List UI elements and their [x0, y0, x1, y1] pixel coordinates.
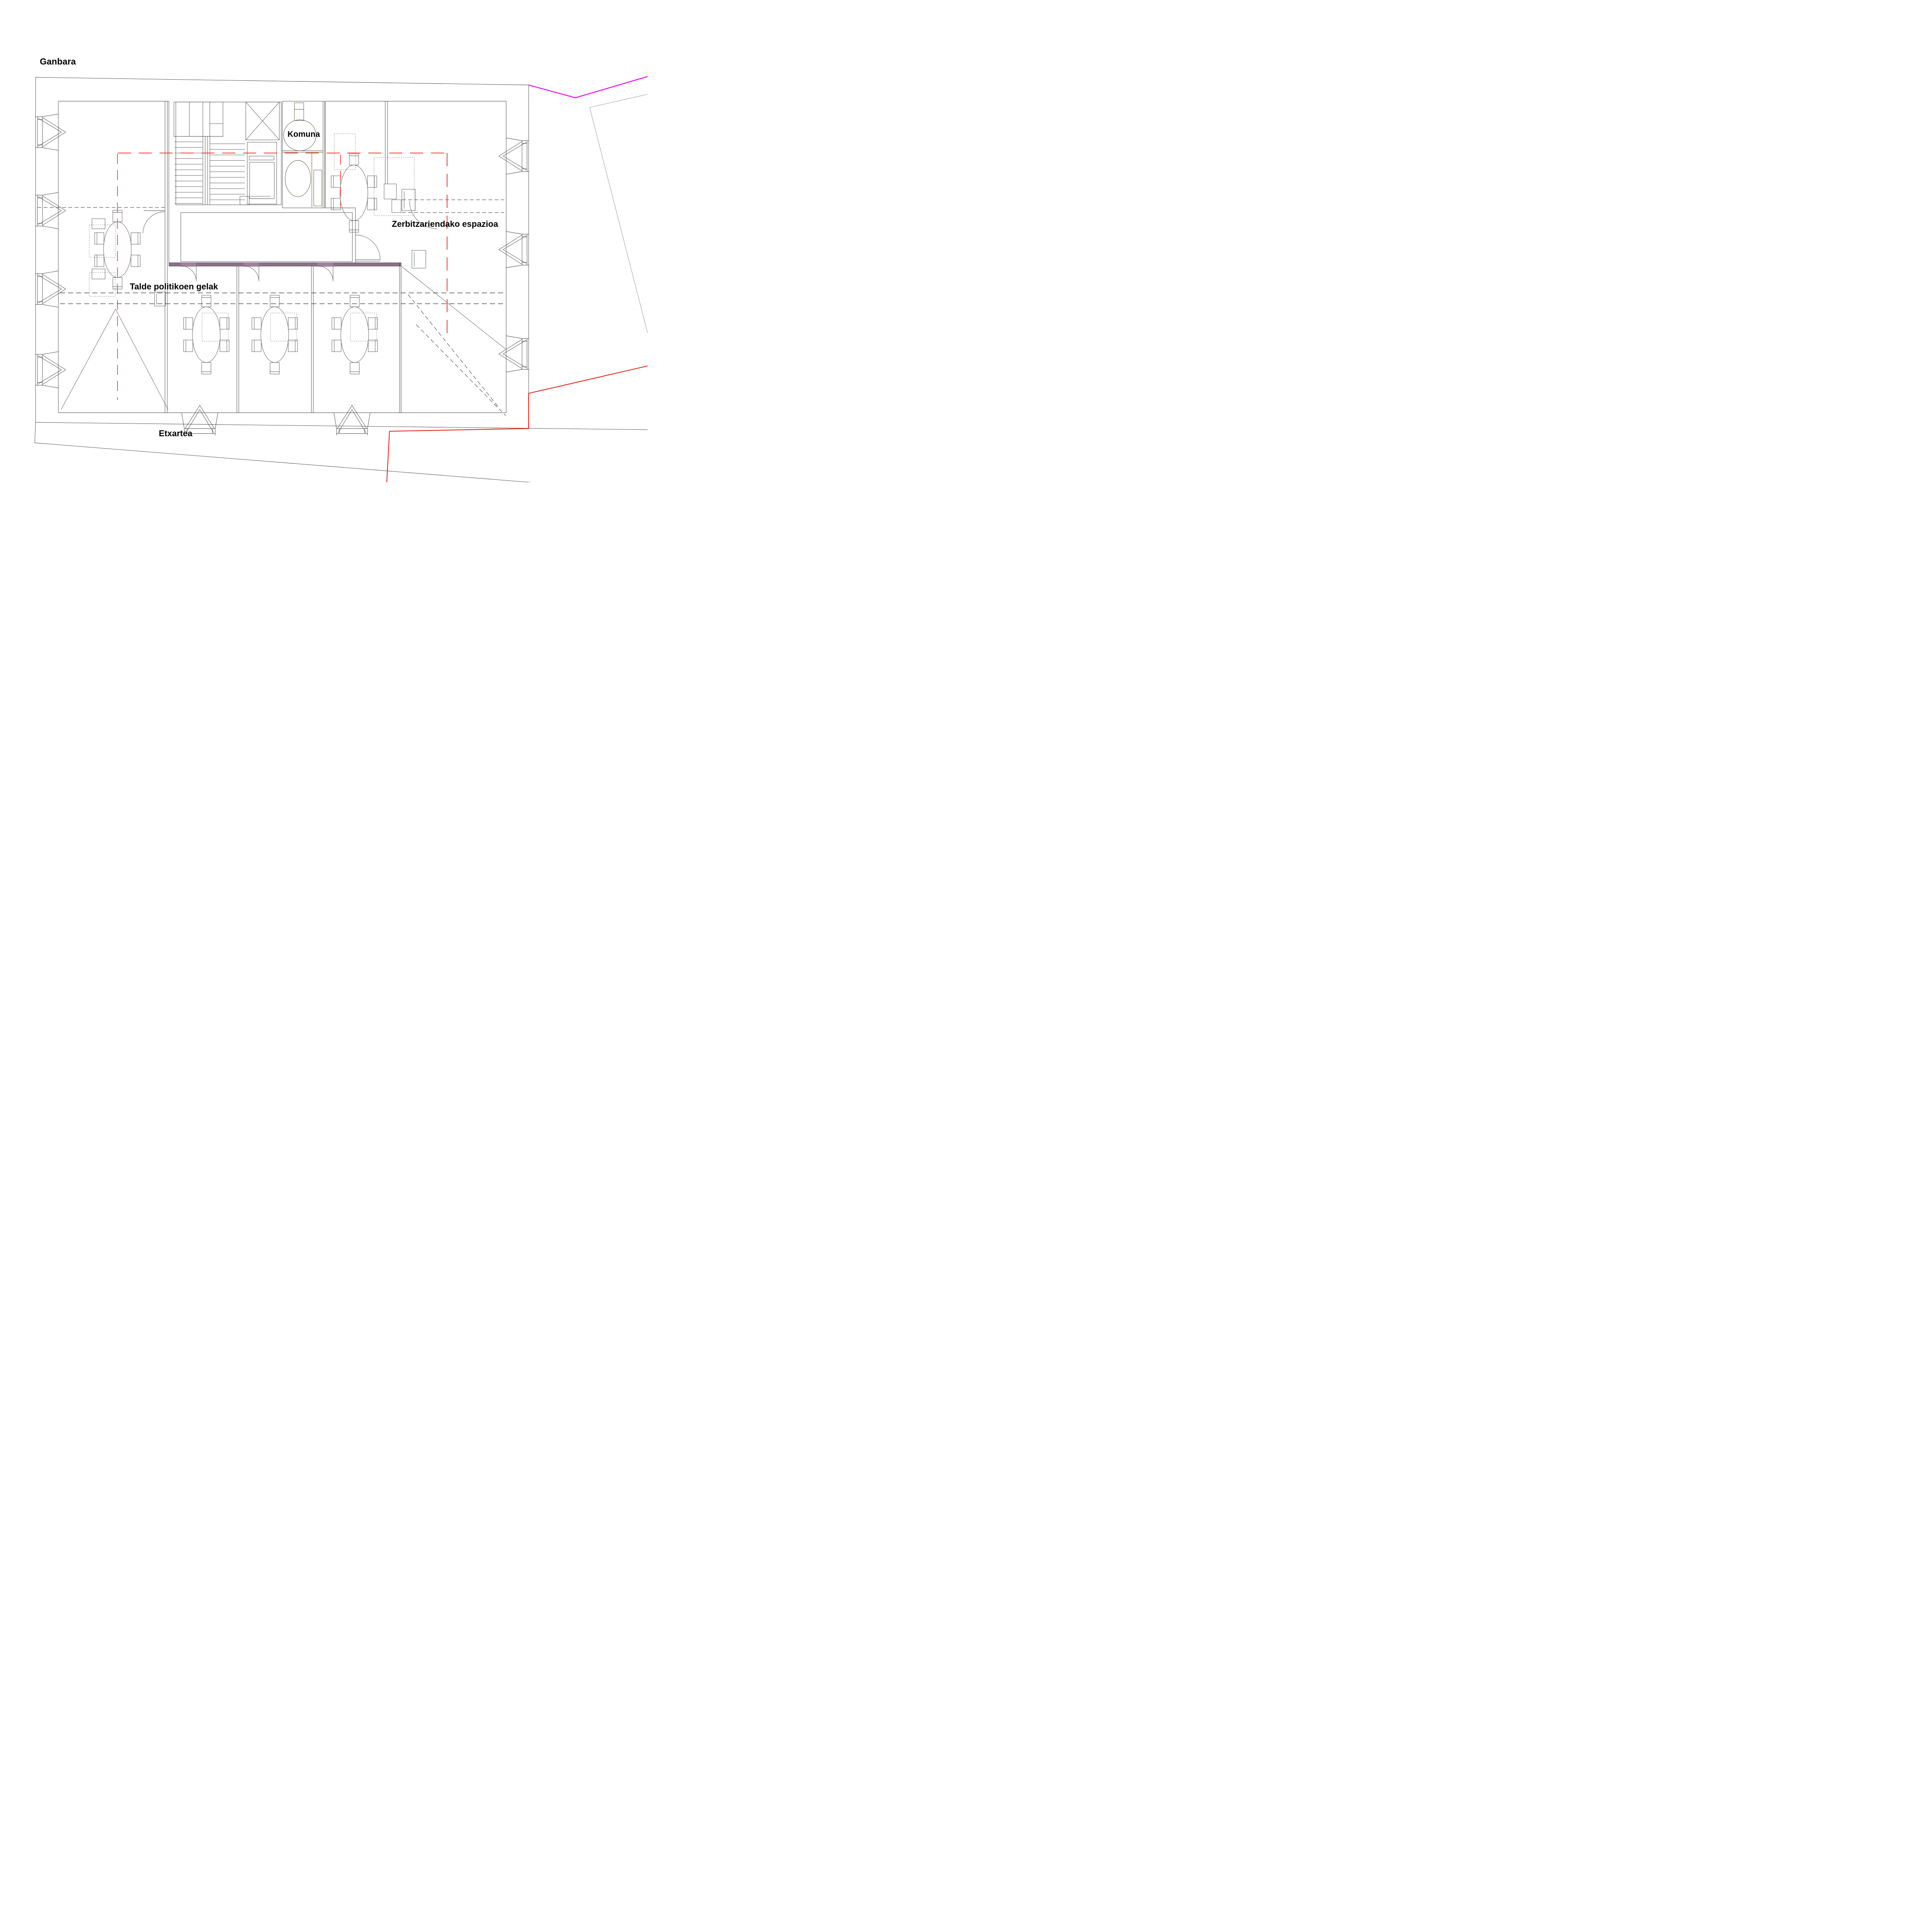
komuna-fixtures	[282, 101, 323, 208]
desk-left-1	[92, 218, 105, 229]
room-partitions	[236, 263, 401, 413]
dormer-west-3	[35, 270, 66, 308]
rooms-walls	[168, 262, 401, 413]
zones	[58, 101, 507, 413]
server-desk	[401, 189, 416, 211]
landing-door-arc	[355, 235, 381, 262]
meeting-table-room-2	[252, 295, 298, 374]
roof-hairlines	[58, 101, 505, 410]
political-hip-lines	[61, 309, 168, 410]
skylight-dotted-3	[89, 225, 116, 258]
zone-komuna	[282, 101, 325, 208]
stair-cabinets	[173, 102, 223, 137]
door-opening-2	[243, 262, 259, 267]
server-space-detail	[334, 101, 506, 416]
floor-title: Ganbara	[40, 56, 76, 66]
stair-corner-box	[240, 196, 250, 205]
zone-landing	[180, 212, 353, 262]
komuna-door	[313, 170, 322, 206]
red-parcel-line	[386, 366, 648, 482]
room-door-arc-3	[317, 265, 333, 282]
skylight-dotted-4	[89, 272, 116, 297]
room-door-arc-1	[180, 265, 197, 282]
dormer-west-1	[35, 114, 66, 151]
skylight-dotted-5	[202, 313, 229, 342]
meeting-table-room-1	[183, 295, 230, 374]
street-line-etxartea	[34, 442, 532, 482]
server-valley-dashed	[408, 294, 506, 416]
left-room-door-arc	[143, 211, 165, 234]
long-spine-wall	[165, 101, 168, 413]
server-desk-2	[412, 250, 426, 269]
server-hip-line	[401, 266, 506, 349]
rooms-top-wall-band	[168, 262, 401, 267]
washbasin-unit	[294, 102, 304, 121]
street-edge-jog	[34, 422, 36, 443]
site-boundary-lines	[34, 76, 648, 482]
dormer-south-2	[333, 405, 371, 436]
dormer-east-2	[498, 231, 529, 268]
dormer-east-3	[498, 335, 529, 373]
desk-left-2	[92, 269, 105, 279]
desk-room3	[154, 292, 166, 306]
reference-lines	[60, 153, 505, 400]
server-duct-box-1	[384, 184, 397, 199]
server-partition-wall	[385, 101, 388, 184]
stair-flight-left	[175, 141, 202, 204]
political-rooms-detail	[37, 101, 377, 413]
elevator-car	[240, 142, 277, 205]
dormer-east-1	[498, 138, 529, 175]
floor-plan-drawing: Ganbara Komuna Zerbitzariendako espazioa…	[34, 56, 648, 482]
meeting-table-server-space	[331, 153, 377, 233]
komuna-divider-wall	[282, 150, 323, 207]
server-duct-box-2	[391, 199, 401, 213]
skylight-dotted-6	[270, 313, 297, 342]
zone-political-groups	[58, 101, 401, 413]
skylight-dotted-2	[334, 133, 356, 170]
server-door-arc-1	[409, 201, 438, 229]
stair-flight-right	[210, 143, 245, 200]
room-door-arc-2	[243, 265, 259, 282]
dark-dashed-eaves-lines	[60, 293, 505, 304]
door-opening-1	[181, 262, 196, 267]
elevator-shaft-void	[245, 102, 280, 140]
stair-stringer-wall	[174, 136, 223, 205]
dormer-west-2	[35, 192, 66, 229]
meeting-table-room-3	[332, 295, 378, 374]
street-label: Etxartea	[159, 429, 193, 438]
neighbor-parcel-line	[589, 94, 648, 333]
zone-stairwell	[175, 102, 282, 205]
server-space-label: Zerbitzariendako espazioa	[392, 219, 498, 229]
stairwell-detail	[173, 102, 280, 205]
parcel-boundary	[35, 77, 648, 430]
dormer-windows	[35, 114, 529, 436]
labels: Ganbara Komuna Zerbitzariendako espazioa…	[40, 56, 498, 438]
door-opening-3	[318, 262, 333, 267]
wc-bowl	[285, 160, 311, 197]
skylight-dotted-1	[374, 157, 415, 216]
political-rooms-label: Talde politikoen gelak	[130, 282, 218, 291]
komuna-label: Komuna	[287, 130, 320, 139]
server-dashed-ties	[402, 199, 504, 213]
skylight-dotted-7	[350, 313, 377, 342]
magenta-parcel-line	[528, 76, 648, 99]
dormer-west-4	[35, 351, 66, 388]
